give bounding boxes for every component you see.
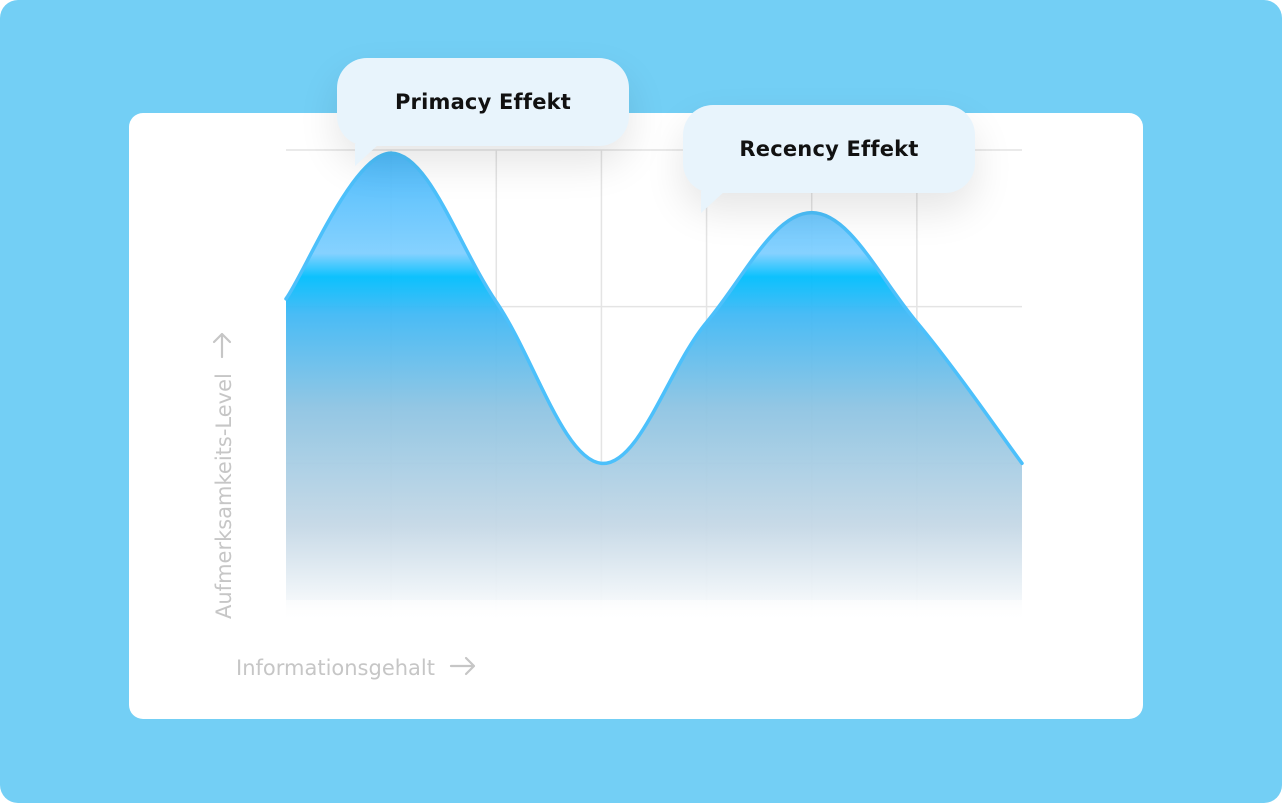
callout-tail: [701, 191, 725, 213]
callout-tail: [355, 144, 379, 166]
x-axis-label: Informationsgehalt: [236, 656, 477, 680]
recency-callout: Recency Effekt: [683, 105, 975, 213]
arrow-right-icon: [449, 656, 477, 680]
area-fill: [286, 153, 1022, 620]
bottom-fade: [286, 600, 1022, 622]
arrow-up-icon: [212, 331, 236, 359]
primacy-label: Primacy Effekt: [394, 90, 572, 114]
x-axis-label-text: Informationsgehalt: [236, 656, 435, 680]
y-axis-label: Aufmerksamkeits-Level: [212, 331, 236, 619]
series-line: [284, 151, 1024, 466]
y-axis-label-text: Aufmerksamkeits-Level: [212, 373, 236, 619]
recency-label: Recency Effekt: [739, 137, 919, 161]
primacy-callout: Primacy Effekt: [337, 58, 629, 166]
